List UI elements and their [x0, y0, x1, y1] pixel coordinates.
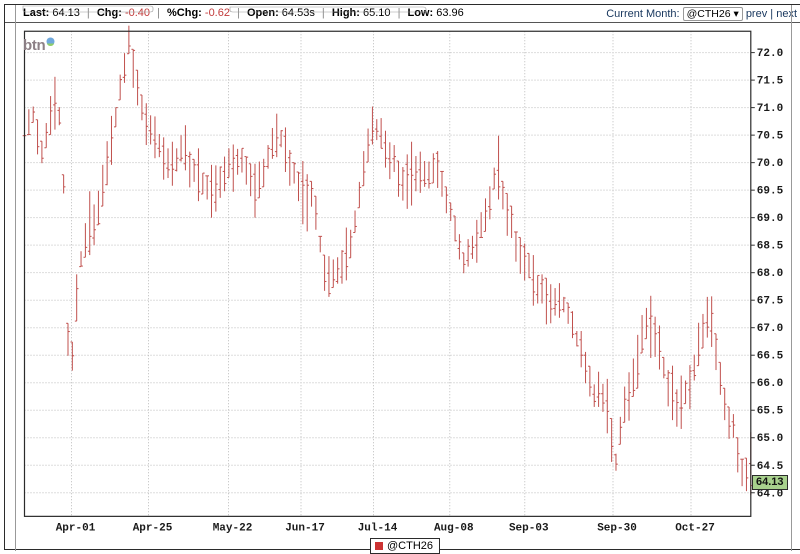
svg-text:66.0: 66.0	[757, 378, 783, 390]
svg-text:65.5: 65.5	[757, 406, 784, 418]
svg-text:72.0: 72.0	[757, 48, 783, 60]
svg-text:65.0: 65.0	[757, 433, 783, 445]
svg-text:70.0: 70.0	[757, 158, 783, 170]
svg-text:69.5: 69.5	[757, 186, 784, 198]
svg-text:68.5: 68.5	[757, 241, 784, 253]
svg-text:Apr-25: Apr-25	[133, 522, 173, 534]
svg-text:67.0: 67.0	[757, 323, 783, 335]
svg-text:68.0: 68.0	[757, 268, 783, 280]
svg-text:Sep-30: Sep-30	[597, 522, 637, 534]
svg-text:May-22: May-22	[213, 522, 253, 534]
svg-text:Sep-03: Sep-03	[509, 522, 549, 534]
svg-text:71.5: 71.5	[757, 76, 784, 88]
svg-text:Oct-27: Oct-27	[675, 522, 715, 534]
svg-text:Jul-14: Jul-14	[358, 522, 398, 534]
svg-text:64.5: 64.5	[757, 461, 784, 473]
svg-text:Aug-08: Aug-08	[434, 522, 474, 534]
svg-text:67.5: 67.5	[757, 296, 784, 308]
svg-text:69.0: 69.0	[757, 213, 783, 225]
svg-text:71.0: 71.0	[757, 103, 783, 115]
svg-text:Apr-01: Apr-01	[56, 522, 96, 534]
svg-text:70.5: 70.5	[757, 131, 784, 143]
svg-text:64.0: 64.0	[757, 488, 783, 500]
svg-text:Jun-17: Jun-17	[285, 522, 325, 534]
svg-text:66.5: 66.5	[757, 351, 784, 363]
